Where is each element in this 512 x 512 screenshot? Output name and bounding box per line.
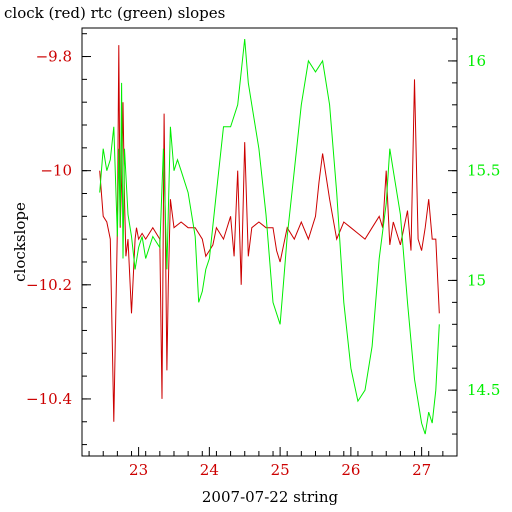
y2-tick-label: 15.5 — [467, 162, 500, 180]
x-tick-label: 25 — [271, 461, 290, 479]
axis-ticks: 23 24 25 26 27 −10.4 −10.2 −10 −9.8 14.5 15 15.5 16 — [26, 33, 500, 479]
x-tick-label: 26 — [341, 461, 360, 479]
y-tick-label: −10.2 — [26, 276, 72, 294]
y-tick-label: −9.8 — [36, 48, 72, 66]
y2-tick-label: 14.5 — [467, 381, 500, 399]
y-tick-label: −10.4 — [26, 390, 72, 408]
x-tick-label: 27 — [412, 461, 431, 479]
y-tick-label: −10 — [40, 162, 72, 180]
x-tick-label: 23 — [129, 461, 148, 479]
y2-tick-label: 16 — [467, 52, 486, 70]
data-lines — [99, 38, 440, 435]
x-axis-label: 2007-07-22 string — [202, 488, 339, 506]
x-tick-label: 24 — [200, 461, 219, 479]
chart-title: clock (red) rtc (green) slopes — [4, 4, 225, 22]
y-axis-label: clockslope — [11, 202, 29, 282]
y2-tick-label: 15 — [467, 271, 486, 289]
plot-frame — [81, 27, 458, 457]
series-line-clock — [99, 45, 440, 422]
series-line-rtc — [99, 38, 440, 435]
